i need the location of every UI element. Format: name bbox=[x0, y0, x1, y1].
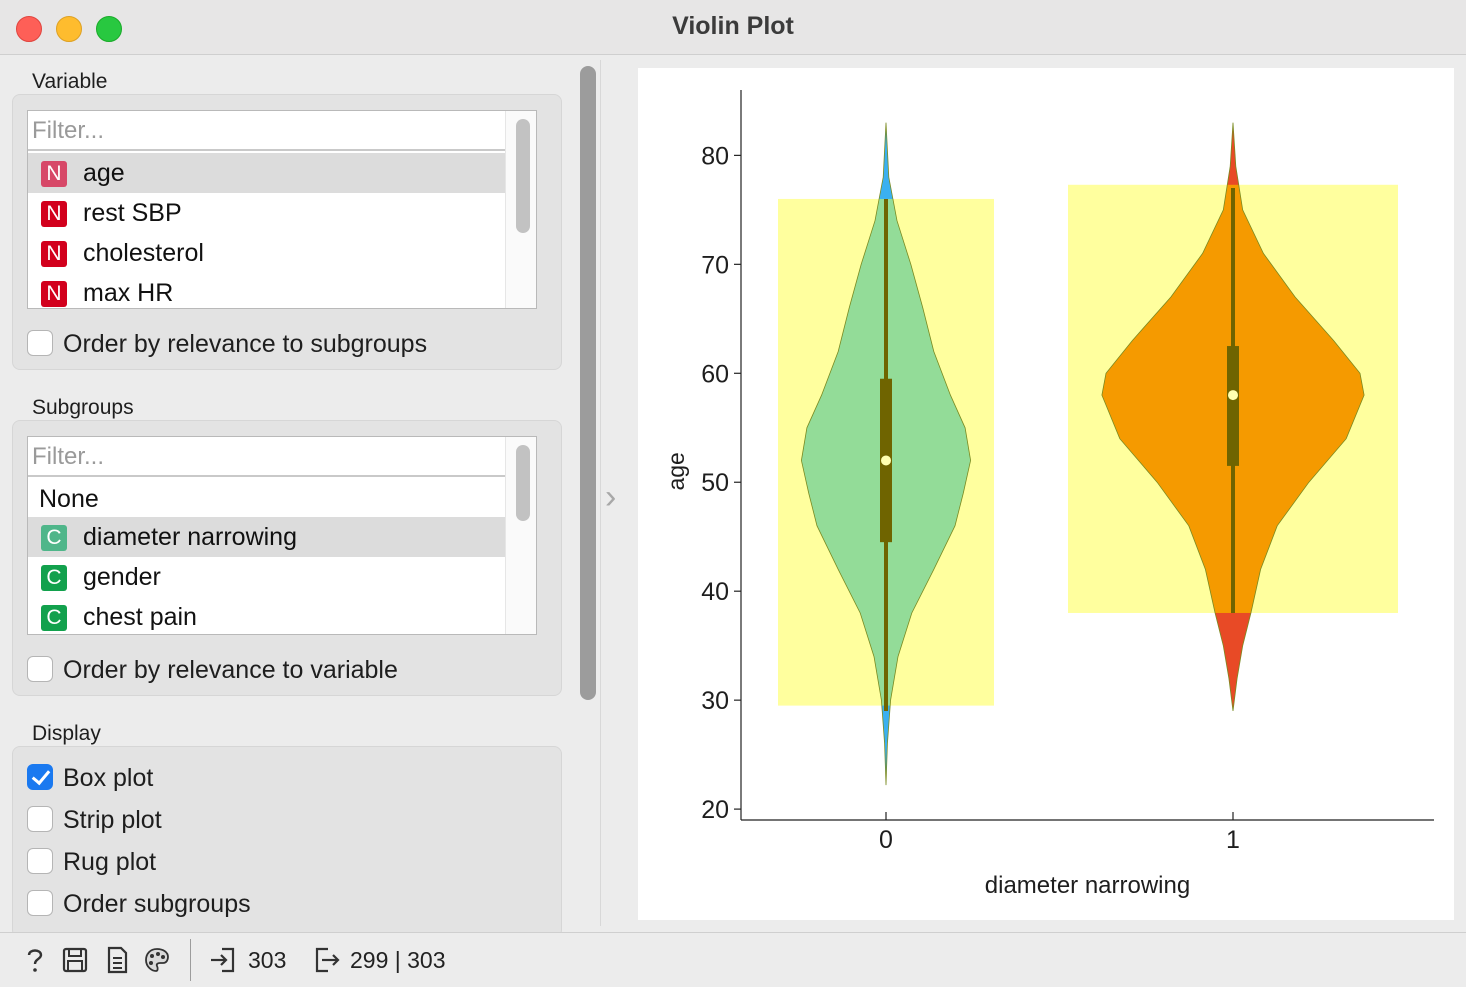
categorical-type-icon: C bbox=[41, 565, 67, 591]
subgroups-list-scrollbar[interactable] bbox=[516, 445, 530, 521]
violin-outline bbox=[1101, 122, 1365, 712]
x-tick-label: 0 bbox=[879, 826, 893, 854]
y-tick-label: 30 bbox=[701, 687, 729, 715]
box-iqr bbox=[1227, 346, 1239, 466]
output-data-icon bbox=[315, 947, 340, 973]
display-section-label: Display bbox=[32, 722, 101, 745]
median-dot bbox=[881, 455, 891, 466]
checkbox-box[interactable] bbox=[27, 330, 53, 356]
splitter-divider[interactable] bbox=[600, 60, 601, 926]
variable-group: Filter... N age N rest SBP N cholesterol… bbox=[12, 94, 562, 370]
report-icon[interactable] bbox=[102, 945, 132, 975]
collapse-panel-chevron-icon[interactable]: › bbox=[605, 478, 617, 516]
subgroup-item-label: gender bbox=[83, 563, 161, 591]
numeric-type-icon: N bbox=[41, 241, 67, 267]
categorical-type-icon: C bbox=[41, 605, 67, 631]
variable-item-label: max HR bbox=[83, 279, 174, 307]
subgroups-filter-input[interactable]: Filter... bbox=[28, 437, 506, 477]
control-area-scrollbar[interactable] bbox=[580, 66, 596, 700]
checkbox-label: Box plot bbox=[63, 764, 154, 792]
display-group: Box plot Strip plot Rug plot Order subgr… bbox=[12, 746, 562, 938]
checkbox-label: Order subgroups bbox=[63, 890, 251, 918]
output-counts: 299 | 303 bbox=[350, 947, 446, 973]
variable-section-label: Variable bbox=[32, 70, 108, 93]
y-tick-label: 60 bbox=[701, 360, 729, 388]
y-tick-label: 80 bbox=[701, 142, 729, 170]
variable-item-age[interactable]: N age bbox=[28, 153, 506, 193]
subgroups-list[interactable]: Filter... None C diameter narrowing C ge… bbox=[27, 436, 537, 635]
zoom-window-button[interactable] bbox=[96, 16, 122, 42]
median-dot bbox=[1228, 390, 1238, 401]
violin-group-0 bbox=[778, 122, 994, 786]
y-tick-label: 20 bbox=[701, 796, 729, 824]
variable-filter-input[interactable]: Filter... bbox=[28, 111, 506, 151]
save-icon[interactable] bbox=[60, 945, 90, 975]
y-tick-label: 40 bbox=[701, 578, 729, 606]
subgroups-section-label: Subgroups bbox=[32, 396, 134, 419]
help-icon[interactable] bbox=[20, 945, 50, 975]
violin-outline bbox=[800, 122, 972, 786]
window-title: Violin Plot bbox=[672, 12, 794, 40]
variable-item-label: cholesterol bbox=[83, 239, 204, 267]
checkbox-label: Order by relevance to subgroups bbox=[63, 330, 428, 358]
checkbox-box[interactable] bbox=[27, 848, 53, 874]
subgroups-group: Filter... None C diameter narrowing C ge… bbox=[12, 420, 562, 696]
variable-item-max-hr[interactable]: N max HR bbox=[28, 273, 506, 308]
input-data-icon bbox=[211, 947, 235, 973]
variable-item-cholesterol[interactable]: N cholesterol bbox=[28, 233, 506, 273]
variable-item-rest-sbp[interactable]: N rest SBP bbox=[28, 193, 506, 233]
input-count: 303 bbox=[248, 947, 287, 973]
subgroup-item-gender[interactable]: C gender bbox=[28, 557, 506, 597]
title-bar: Violin Plot bbox=[0, 0, 1466, 55]
x-tick-label: 1 bbox=[1226, 826, 1240, 854]
violin-plot-svg[interactable]: 20 30 40 50 60 70 80 age diameter narrowing 0 1 bbox=[638, 68, 1454, 920]
y-tick-label: 70 bbox=[701, 251, 729, 279]
y-axis-label: age bbox=[663, 452, 689, 490]
categorical-type-icon: C bbox=[41, 525, 67, 551]
variable-list-scrollbar-track[interactable] bbox=[505, 111, 536, 308]
subgroup-item-diameter-narrowing[interactable]: C diameter narrowing bbox=[28, 517, 506, 557]
checkbox-label: Strip plot bbox=[63, 806, 162, 834]
subgroup-item-none[interactable]: None bbox=[28, 479, 506, 519]
subgroup-item-label: diameter narrowing bbox=[83, 523, 297, 551]
subgroup-none-label: None bbox=[39, 485, 99, 513]
x-axis-label: diameter narrowing bbox=[985, 872, 1190, 899]
minimize-window-button[interactable] bbox=[56, 16, 82, 42]
subgroup-item-label: chest pain bbox=[83, 603, 197, 631]
violin-group-1 bbox=[1068, 122, 1398, 712]
y-tick-label: 50 bbox=[701, 469, 729, 497]
visual-settings-icon[interactable] bbox=[142, 945, 172, 975]
variable-item-label: rest SBP bbox=[83, 199, 182, 227]
numeric-type-icon: N bbox=[41, 201, 67, 227]
subgroups-list-scrollbar-track[interactable] bbox=[505, 437, 536, 634]
numeric-type-icon: N bbox=[41, 281, 67, 307]
checkbox-box[interactable] bbox=[27, 890, 53, 916]
checkbox-label: Order by relevance to variable bbox=[63, 656, 398, 684]
status-bar: 303 299 | 303 bbox=[0, 932, 1466, 987]
checkbox-label: Rug plot bbox=[63, 848, 157, 876]
checkbox-box[interactable] bbox=[27, 656, 53, 682]
plot-area[interactable]: 20 30 40 50 60 70 80 age diameter narrowing 0 1 bbox=[638, 68, 1454, 920]
subgroup-item-chest-pain[interactable]: C chest pain bbox=[28, 597, 506, 634]
variable-item-label: age bbox=[83, 159, 125, 187]
checkbox-box[interactable] bbox=[27, 806, 53, 832]
variable-list[interactable]: Filter... N age N rest SBP N cholesterol… bbox=[27, 110, 537, 309]
numeric-type-icon: N bbox=[41, 161, 67, 187]
status-separator bbox=[190, 939, 191, 981]
close-window-button[interactable] bbox=[16, 16, 42, 42]
variable-list-scrollbar[interactable] bbox=[516, 119, 530, 233]
checkbox-box[interactable] bbox=[27, 764, 53, 790]
